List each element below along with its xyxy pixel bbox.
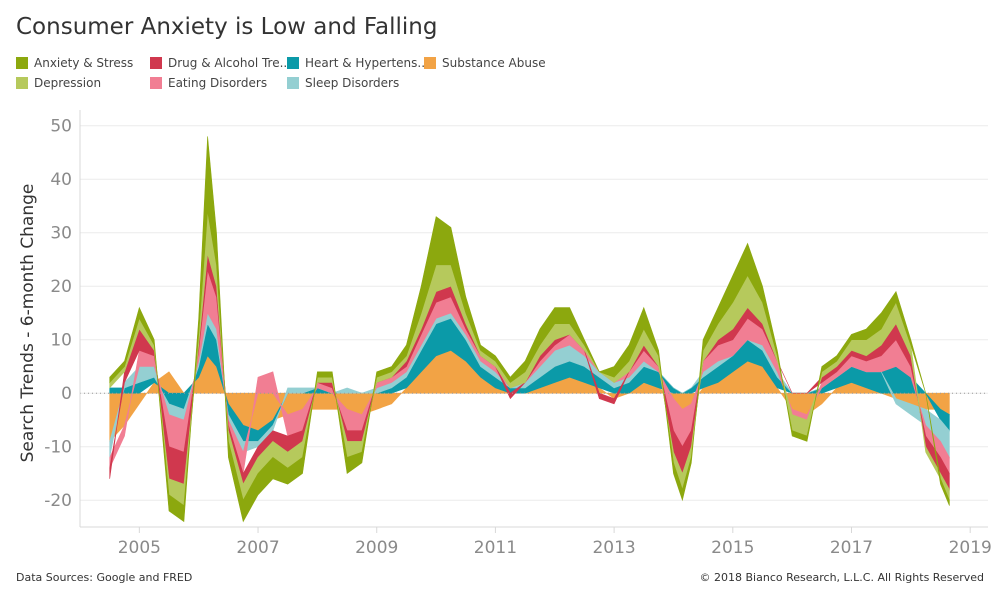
- legend-label: Depression: [34, 76, 102, 90]
- legend-swatch: [287, 77, 299, 89]
- area-series-anxiety-stress: [109, 136, 950, 523]
- legend-swatch: [287, 57, 299, 69]
- x-tick-label: 2015: [711, 538, 754, 558]
- legend-swatch: [150, 77, 162, 89]
- legend-item-eating-disorders[interactable]: Eating Disorders: [150, 76, 267, 90]
- legend-swatch: [424, 57, 436, 69]
- legend-swatch: [16, 77, 28, 89]
- x-tick-label: 2007: [236, 538, 279, 558]
- legend: Anxiety & Stress Drug & Alcohol Tre.. He…: [16, 56, 716, 96]
- x-tick-label: 2013: [592, 538, 635, 558]
- copyright-note: © 2018 Bianco Research, L.L.C. All Right…: [699, 571, 984, 584]
- y-tick-label: 50: [50, 117, 72, 137]
- legend-swatch: [16, 57, 28, 69]
- data-source-note: Data Sources: Google and FRED: [16, 571, 193, 584]
- legend-item-sleep-disorders[interactable]: Sleep Disorders: [287, 76, 399, 90]
- y-tick-label: 20: [50, 277, 72, 297]
- chart-title: Consumer Anxiety is Low and Falling: [16, 14, 438, 40]
- y-tick-label: -10: [44, 438, 72, 458]
- legend-label: Sleep Disorders: [305, 76, 400, 90]
- x-tick-label: 2009: [355, 538, 398, 558]
- x-tick-label: 2019: [949, 538, 992, 558]
- x-tick-label: 2011: [474, 538, 517, 558]
- y-tick-label: 0: [61, 384, 72, 404]
- legend-label: Anxiety & Stress: [34, 56, 134, 70]
- legend-swatch: [150, 57, 162, 69]
- legend-label: Drug & Alcohol Tre..: [168, 56, 288, 70]
- legend-item-anxiety-stress[interactable]: Anxiety & Stress: [16, 56, 133, 70]
- legend-label: Substance Abuse: [442, 56, 546, 70]
- y-axis-title: Search Trends - 6-month Change: [18, 184, 38, 463]
- x-tick-label: 2005: [118, 538, 161, 558]
- y-tick-label: 10: [50, 331, 72, 351]
- legend-label: Heart & Hypertens..: [305, 56, 426, 70]
- legend-label: Eating Disorders: [168, 76, 268, 90]
- legend-item-drug-alcohol[interactable]: Drug & Alcohol Tre..: [150, 56, 287, 70]
- y-tick-label: 30: [50, 224, 72, 244]
- legend-item-heart-hypertension[interactable]: Heart & Hypertens..: [287, 56, 425, 70]
- y-tick-label: 40: [50, 170, 72, 190]
- legend-item-depression[interactable]: Depression: [16, 76, 101, 90]
- x-tick-label: 2017: [830, 538, 873, 558]
- legend-item-substance-abuse[interactable]: Substance Abuse: [424, 56, 546, 70]
- y-tick-label: -20: [44, 491, 72, 511]
